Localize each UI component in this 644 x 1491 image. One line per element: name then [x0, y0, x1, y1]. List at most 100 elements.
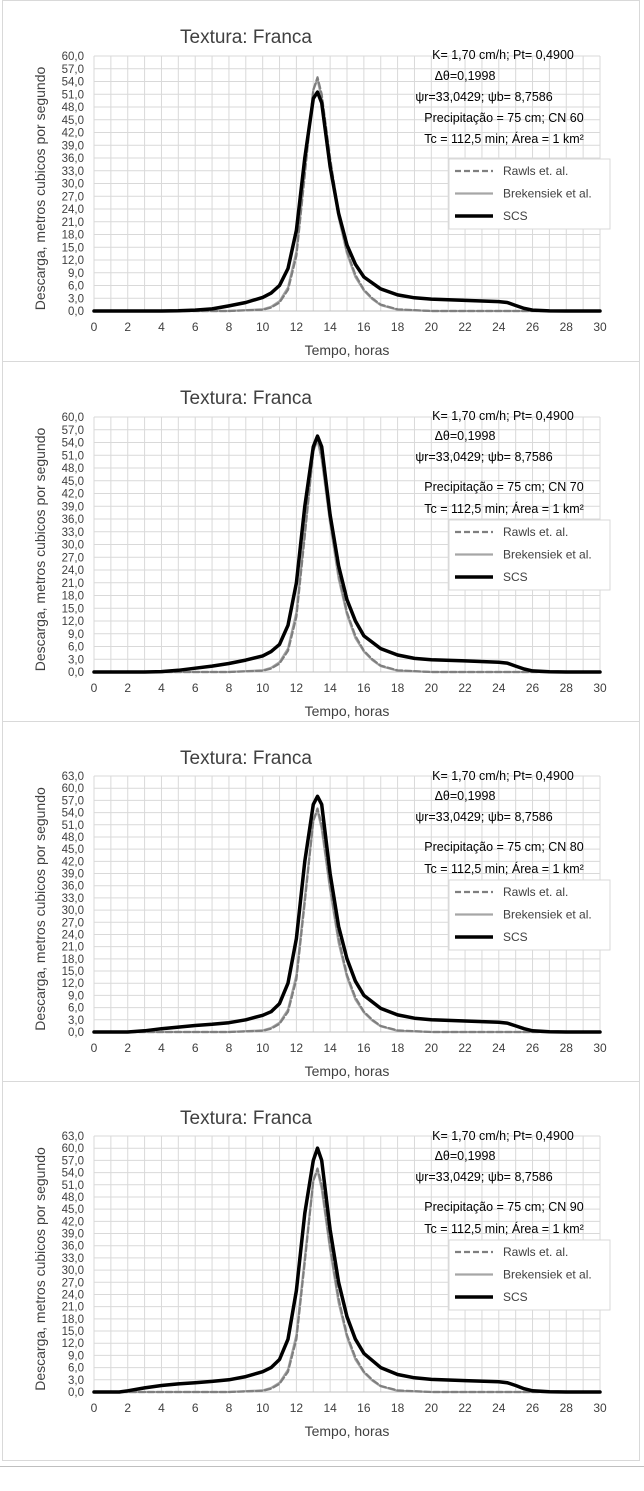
annotation-text: K= 1,70 cm/h; Pt= 0,4900	[432, 48, 574, 62]
legend-label: Rawls et. al.	[503, 885, 568, 899]
x-tick-label: 10	[256, 1041, 270, 1055]
y-tick-label: 18,0	[62, 954, 84, 966]
y-axis-title: Descarga, metros cubicos por segundo	[32, 428, 48, 672]
y-tick-label: 60,0	[62, 1143, 84, 1155]
y-tick-label: 0,0	[68, 1027, 84, 1039]
y-tick-label: 21,0	[62, 1302, 84, 1314]
annotation-text: Δθ=0,1998	[435, 789, 496, 803]
annotation-text: Tc = 112,5 min; Área = 1 km²	[424, 501, 584, 516]
y-tick-label: 60,0	[62, 51, 84, 63]
x-tick-label: 10	[256, 681, 270, 695]
chart-title: Textura: Franca	[180, 27, 312, 48]
series-line-scs	[92, 1146, 602, 1394]
x-tick-label: 30	[593, 320, 607, 334]
y-tick-label: 42,0	[62, 128, 84, 140]
x-tick-label: 2	[124, 1401, 131, 1415]
annotation-text: Tc = 112,5 min; Área = 1 km²	[424, 861, 584, 876]
x-tick-label: 26	[526, 1041, 540, 1055]
legend-label: Brekensiek et al.	[503, 908, 592, 922]
y-tick-label: 21,0	[62, 942, 84, 954]
x-tick-label: 18	[391, 1401, 405, 1415]
y-tick-label: 39,0	[62, 140, 84, 152]
y-tick-label: 60,0	[62, 412, 84, 424]
y-tick-label: 54,0	[62, 77, 84, 89]
y-tick-label: 48,0	[62, 832, 84, 844]
y-tick-label: 51,0	[62, 450, 84, 462]
y-tick-label: 15,0	[62, 603, 84, 615]
y-tick-label: 45,0	[62, 476, 84, 488]
x-axis-title: Tempo, horas	[305, 703, 390, 719]
series-line-rawls-et-al	[92, 1167, 602, 1394]
y-tick-label: 48,0	[62, 1192, 84, 1204]
y-tick-label: 6,0	[68, 1003, 84, 1015]
y-tick-label: 33,0	[62, 527, 84, 539]
x-tick-label: 26	[526, 1401, 540, 1415]
divider	[0, 1466, 644, 1467]
y-tick-label: 51,0	[62, 1180, 84, 1192]
legend-label: Brekensiek et al.	[503, 187, 592, 201]
y-tick-label: 36,0	[62, 881, 84, 893]
annotation-text: Δθ=0,1998	[435, 429, 496, 443]
x-tick-label: 12	[290, 320, 304, 334]
series-line-scs	[92, 90, 602, 313]
y-tick-label: 24,0	[62, 204, 84, 216]
x-tick-label: 14	[323, 1401, 337, 1415]
y-tick-label: 39,0	[62, 1229, 84, 1241]
y-tick-label: 33,0	[62, 1253, 84, 1265]
x-tick-label: 10	[256, 320, 270, 334]
y-tick-label: 54,0	[62, 438, 84, 450]
x-tick-label: 24	[492, 1401, 506, 1415]
x-axis-title: Tempo, horas	[305, 1063, 390, 1079]
y-tick-label: 42,0	[62, 856, 84, 868]
x-tick-label: 14	[323, 681, 337, 695]
y-tick-label: 57,0	[62, 795, 84, 807]
x-axis-title: Tempo, horas	[305, 342, 390, 358]
y-axis-title: Descarga, metros cubicos por segundo	[32, 67, 48, 311]
y-tick-label: 27,0	[62, 1277, 84, 1289]
x-tick-label: 22	[458, 320, 472, 334]
y-tick-label: 30,0	[62, 905, 84, 917]
annotation-text: ψr=33,0429; ψb= 8,7586	[415, 1170, 552, 1184]
y-tick-label: 3,0	[68, 654, 84, 666]
y-tick-label: 63,0	[62, 1131, 84, 1143]
annotation-text: Precipitação = 75 cm; CN 90	[424, 1200, 583, 1214]
series-line-rawls-et-al	[92, 76, 602, 313]
legend-label: Rawls et. al.	[503, 1245, 568, 1259]
y-tick-label: 6,0	[68, 1363, 84, 1375]
y-tick-label: 24,0	[62, 1289, 84, 1301]
chart-svg: Textura: Franca0,03,06,09,012,015,018,02…	[32, 27, 611, 358]
annotation-text: Precipitação = 75 cm; CN 60	[424, 111, 583, 125]
y-tick-label: 30,0	[62, 179, 84, 191]
x-tick-label: 6	[192, 320, 199, 334]
x-tick-label: 6	[192, 1401, 199, 1415]
y-tick-label: 27,0	[62, 552, 84, 564]
legend-label: Rawls et. al.	[503, 164, 568, 178]
x-tick-label: 16	[357, 320, 371, 334]
annotation-text: ψr=33,0429; ψb= 8,7586	[415, 450, 552, 464]
annotation-text: ψr=33,0429; ψb= 8,7586	[415, 90, 552, 104]
y-tick-label: 9,0	[68, 1350, 84, 1362]
x-tick-label: 8	[226, 320, 233, 334]
x-tick-label: 26	[526, 681, 540, 695]
y-tick-label: 21,0	[62, 578, 84, 590]
y-tick-label: 9,0	[68, 629, 84, 641]
x-tick-label: 20	[425, 320, 439, 334]
y-tick-label: 33,0	[62, 166, 84, 178]
x-tick-label: 14	[323, 1041, 337, 1055]
y-tick-label: 54,0	[62, 808, 84, 820]
chart-panel: Textura: Franca 0,0 3,0 6,0 9,0 12,0 15,0 18,0 2…	[3, 721, 639, 1082]
chart-frame: Textura: Franca 0,0 3,0 6,0 9,0 12,0 15,0 18,0 2…	[2, 0, 640, 1461]
y-tick-label: 0,0	[68, 1387, 84, 1399]
annotation-text: Tc = 112,5 min; Área = 1 km²	[424, 1221, 584, 1236]
y-tick-label: 9,0	[68, 990, 84, 1002]
x-tick-label: 26	[526, 320, 540, 334]
x-tick-label: 0	[91, 681, 98, 695]
chart-svg: Textura: Franca0,03,06,09,012,015,018,02…	[32, 748, 611, 1079]
legend-label: SCS	[503, 209, 528, 223]
x-tick-label: 28	[560, 1401, 574, 1415]
y-tick-label: 54,0	[62, 1168, 84, 1180]
y-tick-label: 0,0	[68, 667, 84, 679]
y-tick-label: 27,0	[62, 191, 84, 203]
y-tick-label: 24,0	[62, 929, 84, 941]
chart-title: Textura: Franca	[180, 748, 312, 769]
